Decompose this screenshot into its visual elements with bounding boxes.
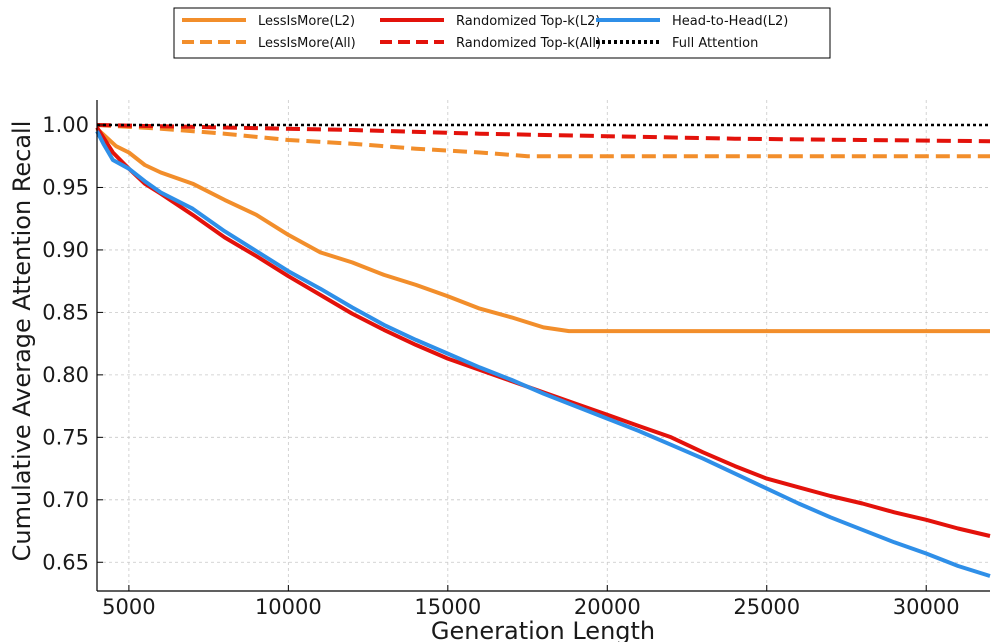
legend-label-lessismore-l2: LessIsMore(L2) — [258, 14, 355, 29]
x-tick-label: 5000 — [102, 595, 155, 619]
legend-box — [173, 7, 831, 59]
legend-label-randomized-top-k-l2: Randomized Top-k(L2) — [456, 14, 600, 29]
series-line-lessismore-l2 — [95, 127, 990, 334]
x-tick-label: 20000 — [574, 595, 641, 619]
axes-frame — [96, 100, 990, 592]
grid — [97, 100, 990, 591]
x-axis-ticks: 5000 10000 15000 20000 25000 30000 — [102, 585, 960, 619]
series-line-randomized-top-k-all — [96, 123, 991, 144]
y-tick-label: 0.80 — [42, 363, 89, 387]
x-tick-label: 15000 — [414, 595, 481, 619]
y-tick-label: 0.90 — [42, 238, 89, 262]
y-axis-label: Cumulative Average Attention Recall — [8, 121, 36, 562]
legend-label-randomized-top-k-all: Randomized Top-k(All) — [456, 36, 601, 51]
x-tick-label: 10000 — [255, 595, 322, 619]
legend-label-lessismore-all: LessIsMore(All) — [258, 36, 356, 51]
y-axis-ticks: 0.65 0.70 0.75 0.80 0.85 0.90 0.95 1.00 — [42, 113, 103, 574]
x-tick-label: 25000 — [733, 595, 800, 619]
plot-lines — [95, 123, 991, 578]
y-tick-label: 0.95 — [42, 175, 89, 199]
legend-label-full-attention: Full Attention — [672, 36, 758, 51]
legend: LessIsMore(L2) Randomized Top-k(L2) Head-t… — [173, 7, 831, 59]
series-line-lessismore-all — [96, 123, 990, 159]
y-tick-label: 0.75 — [42, 425, 89, 449]
y-tick-label: 0.65 — [42, 550, 89, 574]
y-tick-label: 0.85 — [42, 300, 89, 324]
x-axis-label: Generation Length — [431, 617, 655, 642]
series-line-head-to-head-l2 — [95, 130, 991, 578]
legend-label-head-to-head-l2: Head-to-Head(L2) — [672, 14, 788, 29]
x-tick-label: 30000 — [893, 595, 960, 619]
y-tick-label: 1.00 — [42, 113, 89, 137]
y-tick-label: 0.70 — [42, 488, 89, 512]
